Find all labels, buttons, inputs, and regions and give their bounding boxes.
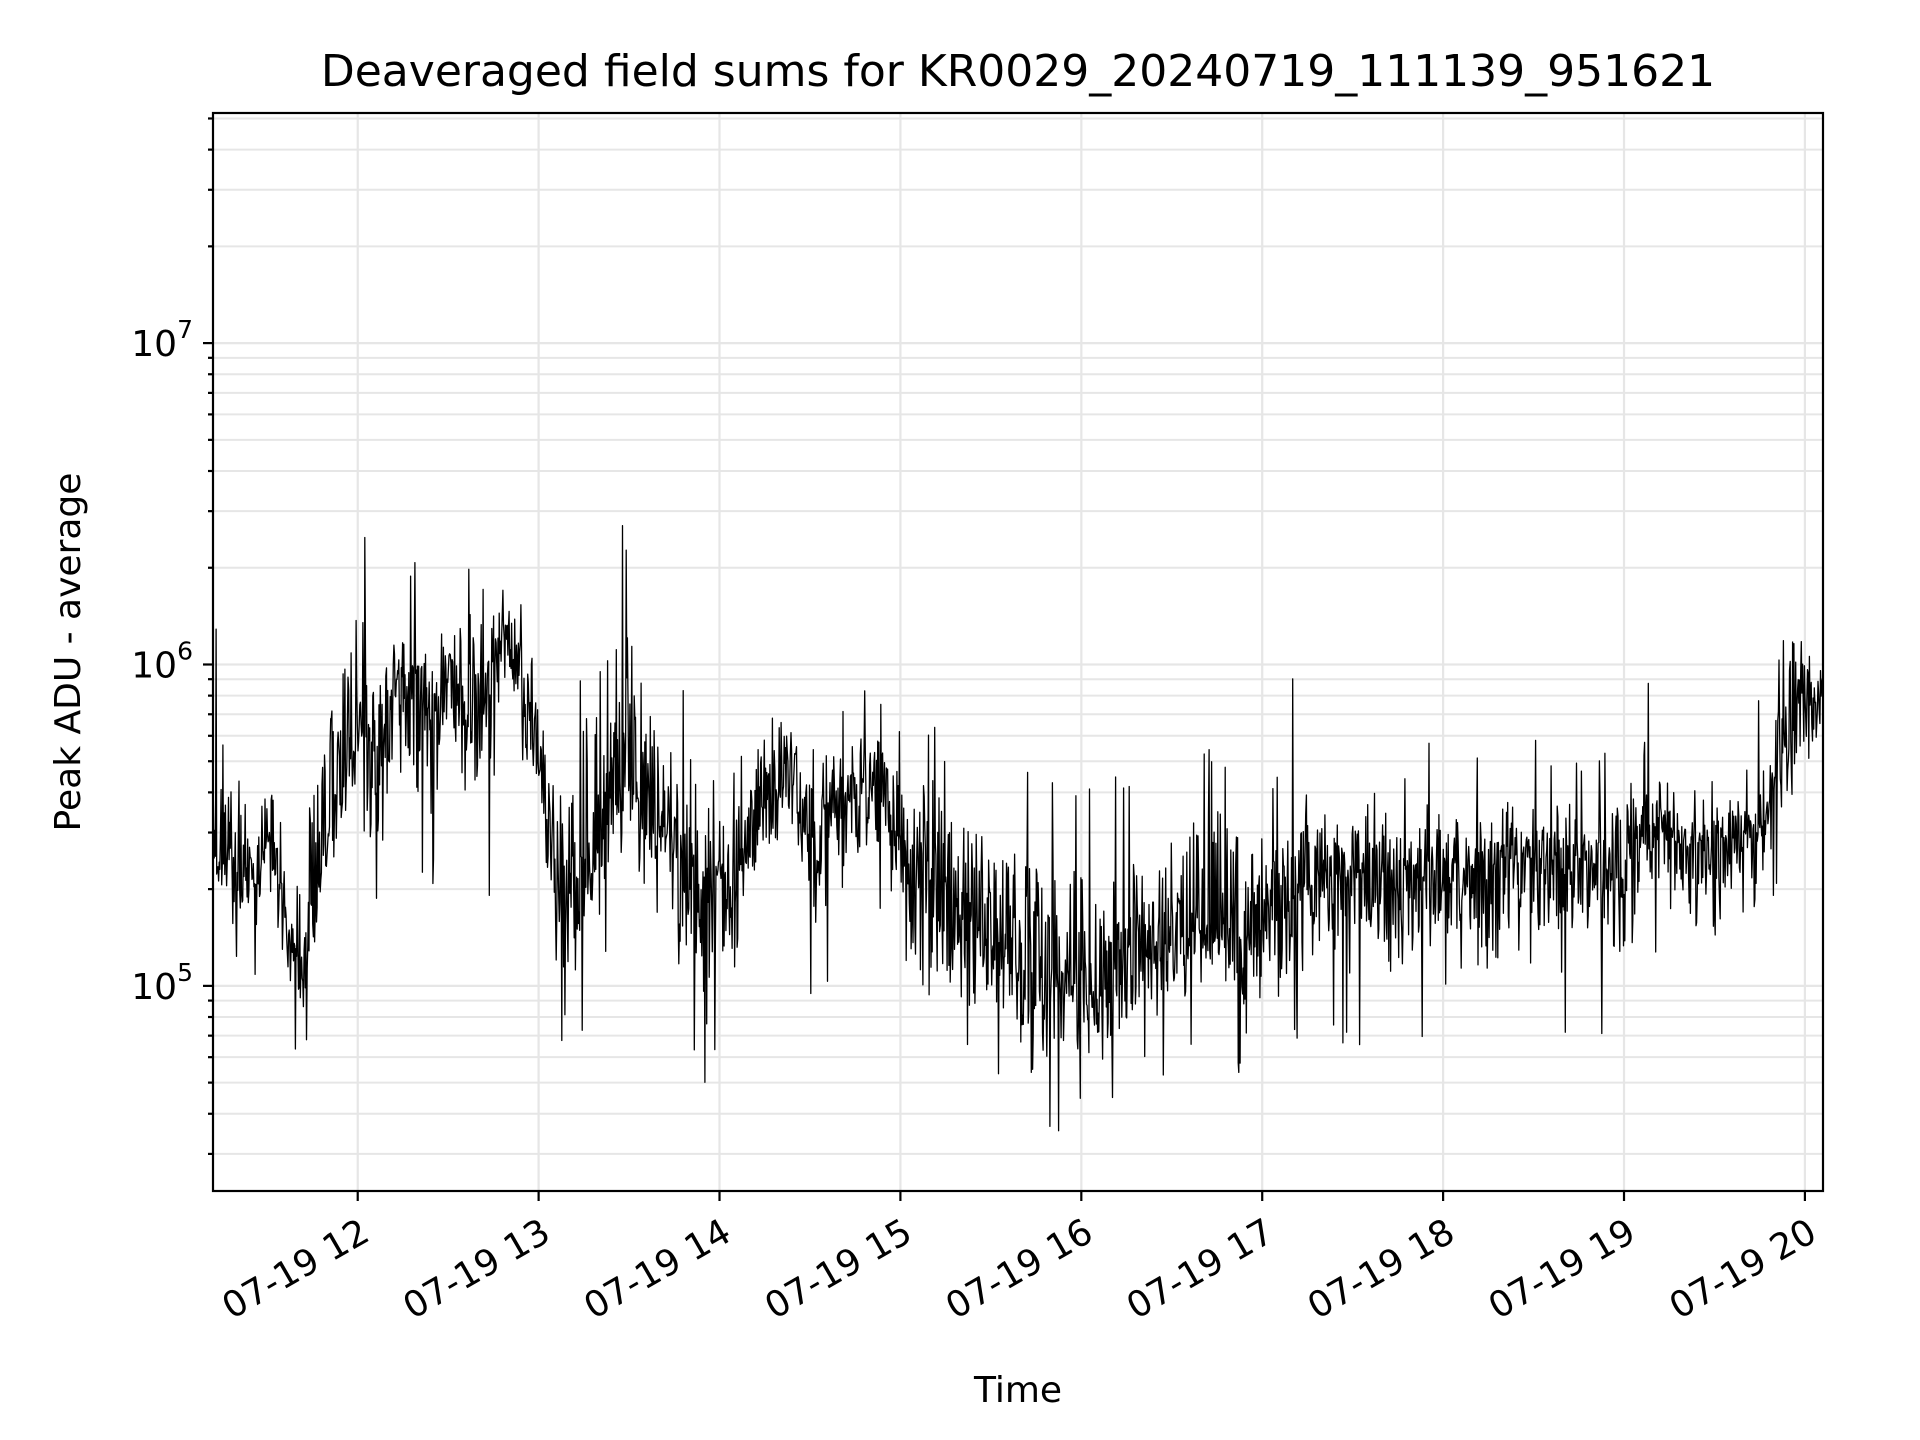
y-tick-exponent: 7 <box>177 315 193 344</box>
plot-frame <box>211 111 1825 1193</box>
series-line <box>212 525 1824 1132</box>
y-tick-exponent: 5 <box>177 958 193 987</box>
chart-title: Deaveraged field sums for KR0029_2024071… <box>321 46 1715 97</box>
y-tick-base: 10 <box>131 645 177 686</box>
y-tick-base: 10 <box>131 967 177 1008</box>
y-tick-label: 105 <box>131 958 193 1008</box>
y-tick-exponent: 6 <box>177 636 193 665</box>
series-layer <box>212 525 1824 1132</box>
x-axis-label: Time <box>973 1370 1062 1411</box>
y-axis-label: Peak ADU - average <box>48 473 89 832</box>
y-tick-base: 10 <box>131 324 177 365</box>
y-tick-label: 106 <box>131 636 193 686</box>
y-tick-label: 107 <box>131 315 193 365</box>
